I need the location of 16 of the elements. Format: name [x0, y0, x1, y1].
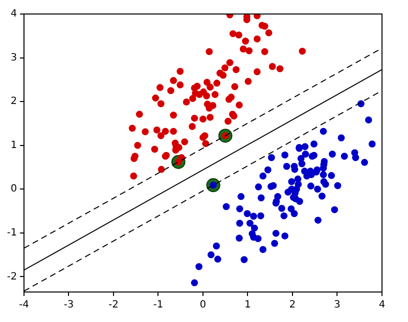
x-tick-label: 2	[289, 300, 296, 311]
y-tick-label: 3	[10, 52, 17, 64]
x-tick-label: -3	[64, 300, 74, 311]
y-tick-label: 2	[10, 96, 17, 108]
x-tick-label: 0	[200, 300, 206, 311]
y-tick-label: -1	[6, 227, 17, 238]
y-tick-label: -2	[6, 271, 17, 282]
y-tick-label: 1	[10, 140, 17, 151]
x-tick-label: 4	[378, 300, 386, 311]
y-tick-label: 4	[10, 8, 17, 20]
x-tick-label: 1	[244, 300, 251, 311]
x-tick-label: -2	[108, 300, 118, 311]
x-tick-label: 3	[334, 300, 340, 311]
y-tick-label: 0	[10, 184, 17, 195]
x-tick-label: -1	[153, 300, 164, 311]
x-tick-label: -4	[18, 300, 29, 311]
